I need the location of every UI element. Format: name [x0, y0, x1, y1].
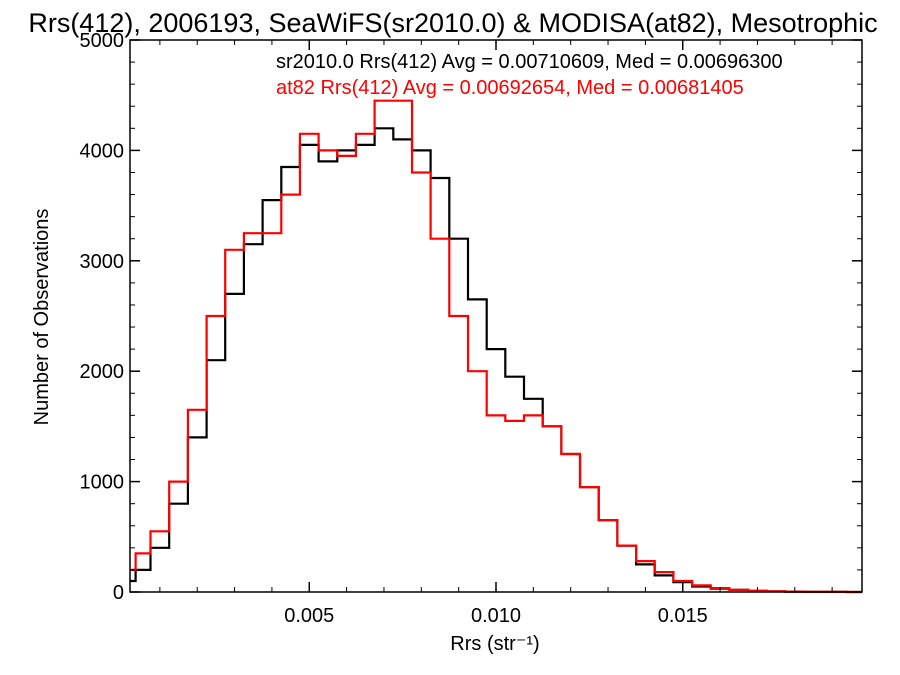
y-tick-label: 5000	[80, 30, 125, 52]
x-axis-label: Rrs (str⁻¹)	[450, 633, 539, 655]
plot-frame	[129, 39, 863, 593]
y-axis-label: Number of Observations	[31, 209, 53, 426]
y-tick-label: 0	[113, 582, 124, 604]
y-tick-label: 3000	[80, 251, 125, 273]
x-tick-label: 0.015	[658, 605, 708, 627]
plot-area: 0.005 0.010 0.015 0 1000 2000 3000 4000 5000	[80, 30, 863, 627]
chart-title: Rrs(412), 2006193, SeaWiFS(sr2010.0) & M…	[28, 8, 877, 38]
legend: sr2010.0 Rrs(412) Avg = 0.00710609, Med …	[276, 51, 783, 99]
y-tick-label: 1000	[80, 472, 125, 494]
y-tick-label: 4000	[80, 140, 125, 162]
y-tick-label: 2000	[80, 361, 125, 383]
x-tick-label: 0.010	[471, 605, 521, 627]
legend-entry-sr2010.0: sr2010.0 Rrs(412) Avg = 0.00710609, Med …	[276, 51, 783, 73]
legend-entry-at82: at82 Rrs(412) Avg = 0.00692654, Med = 0.…	[276, 77, 744, 99]
series-line-sr2010.0	[130, 127, 862, 594]
series-line-at82	[130, 99, 862, 594]
x-tick-label: 0.005	[284, 605, 334, 627]
